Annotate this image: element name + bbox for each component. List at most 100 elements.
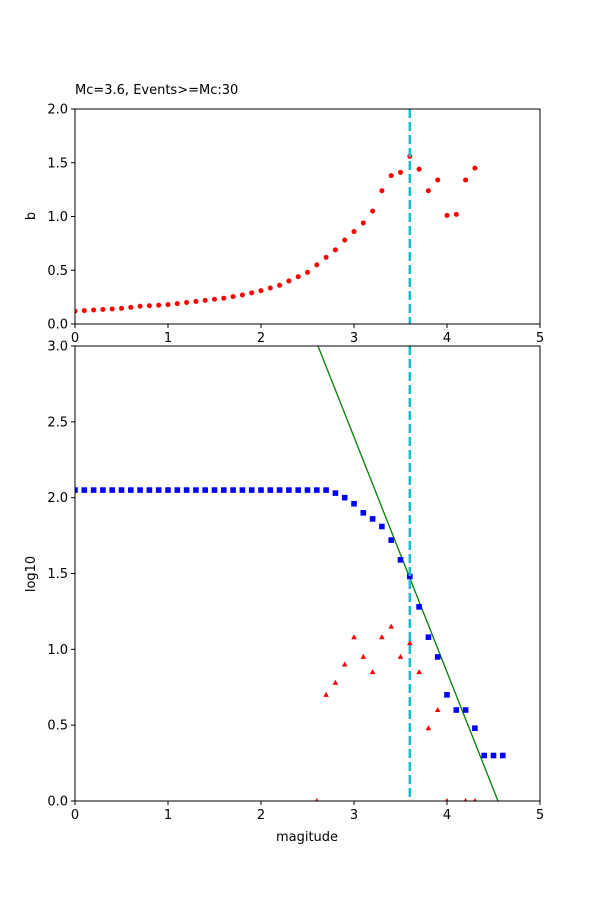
b-value-point [453, 211, 459, 217]
b-value-point [156, 302, 162, 308]
b-value-point [444, 212, 450, 218]
y-tick-label: 2.5 [47, 415, 68, 430]
cumulative-point [128, 487, 134, 493]
b-value-point [379, 188, 385, 194]
y-tick-label: 1.5 [47, 567, 68, 582]
cumulative-point [388, 537, 394, 543]
cumulative-point [332, 490, 339, 496]
b-value-point [305, 269, 310, 275]
cumulative-point [369, 516, 376, 522]
b-value-point [267, 285, 273, 291]
x-tick-label: 1 [164, 331, 172, 346]
noncumulative-point [463, 798, 468, 801]
b-value-point [109, 306, 115, 312]
x-tick-label: 3 [350, 331, 358, 346]
cumulative-point [481, 752, 487, 759]
b-value-point [388, 173, 394, 179]
bottom-axes: 0 1 2 3 4 5 0.0 0.5 1.0 1.5 2.0 2.5 3.0 [47, 340, 544, 824]
cumulative-point [434, 654, 441, 660]
noncumulative-point [407, 640, 413, 646]
cumulative-point [397, 557, 404, 563]
b-value-point [249, 290, 255, 296]
cumulative-point [295, 487, 301, 493]
cumulative-point [221, 487, 227, 493]
noncumulative-point [341, 661, 348, 667]
y-tick-label: 0.0 [47, 795, 68, 810]
b-value-point [258, 288, 264, 294]
cumulative-point [323, 487, 329, 493]
noncumulative-point [388, 623, 394, 629]
cumulative-point [146, 487, 153, 493]
plot-area [75, 109, 478, 324]
b-value-point [146, 303, 152, 309]
b-value-point [100, 306, 106, 312]
cumulative-point [202, 487, 208, 493]
y-tick-label: 1.0 [47, 643, 68, 658]
cumulative-point [258, 487, 264, 493]
b-value-point [332, 247, 338, 253]
top-chart-title: Mc=3.6, Events>=Mc:30 [75, 83, 238, 98]
b-value-point [184, 300, 190, 305]
x-tick-label: 4 [443, 808, 451, 823]
noncumulative-point [323, 691, 329, 697]
x-tick-label: 5 [536, 808, 544, 823]
cumulative-point [137, 487, 143, 493]
cumulative-point [90, 487, 97, 493]
cumulative-point [444, 692, 450, 698]
x-tick-label: 3 [350, 808, 358, 823]
noncumulative-point [473, 798, 477, 801]
y-tick-label: 0.5 [47, 264, 68, 279]
b-value-point [435, 177, 441, 183]
cumulative-point [239, 487, 246, 493]
cumulative-point [100, 487, 106, 493]
x-tick-label: 2 [257, 808, 265, 823]
cumulative-point [193, 487, 199, 493]
cumulative-point [183, 487, 190, 493]
b-value-point [425, 188, 431, 194]
axes-frame [74, 108, 541, 325]
b-value-point [75, 308, 78, 314]
x-tick-label: 0 [71, 808, 79, 823]
cumulative-point [462, 707, 469, 713]
cumulative-point [267, 487, 274, 493]
cumulative-point [407, 573, 413, 580]
top-ylabel: b [24, 212, 39, 220]
cumulative-point [304, 487, 311, 493]
cumulative-point [286, 487, 292, 493]
b-value-point [137, 303, 143, 309]
x-tick-label: 1 [164, 808, 172, 823]
fit-line [317, 346, 499, 801]
y-tick-label: 2.0 [47, 103, 68, 118]
b-value-point [212, 296, 217, 302]
cumulative-point [341, 494, 348, 501]
cumulative-point [75, 487, 78, 493]
b-value-point [174, 301, 180, 307]
b-value-point [221, 295, 227, 301]
x-tick-label: 2 [257, 331, 265, 346]
b-value-point [230, 294, 236, 300]
y-tick-label: 2.0 [47, 491, 68, 506]
cumulative-point [109, 487, 115, 493]
b-value-point [193, 298, 199, 304]
b-value-point [463, 177, 469, 183]
noncumulative-point [360, 653, 367, 659]
b-value-point [128, 304, 134, 310]
cumulative-point [314, 487, 320, 493]
b-value-point [314, 262, 320, 268]
plot-area [75, 346, 506, 801]
noncumulative-point [379, 634, 385, 640]
x-tick-label: 5 [536, 331, 544, 346]
cumulative-point [351, 500, 357, 507]
noncumulative-point [351, 634, 357, 640]
b-value-point [351, 229, 357, 235]
x-tick-label: 0 [71, 331, 79, 346]
b-value-point [472, 165, 478, 171]
cumulative-point [500, 752, 506, 759]
bottom-xlabel: magitude [276, 830, 338, 845]
axes-frame [74, 345, 541, 802]
cumulative-point [230, 487, 236, 493]
cumulative-point [416, 604, 422, 610]
b-value-point [239, 292, 245, 298]
cumulative-point [453, 707, 460, 713]
